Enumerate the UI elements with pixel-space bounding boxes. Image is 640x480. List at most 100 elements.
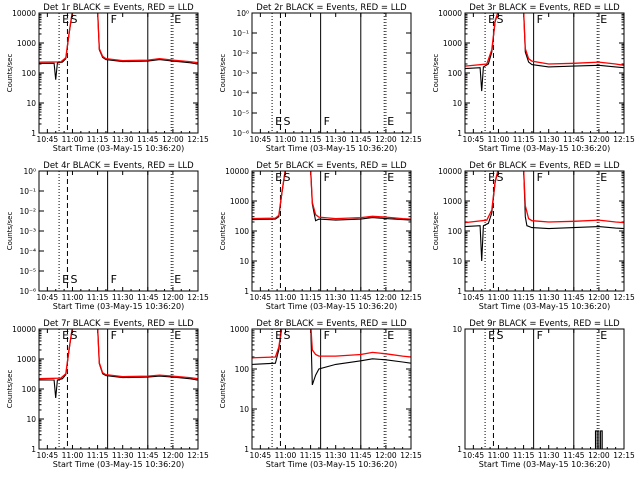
plot-title: Det 1r BLACK = Events, RED = LLD [43,3,194,13]
series-lld [465,13,624,67]
marker-label-f: F [324,329,330,342]
x-tick-label: 12:15 [187,293,209,302]
y-tick-label: 1000 [443,197,462,206]
y-tick-label: 10⁻⁴ [19,247,36,256]
plot-title: Det 4r BLACK = Events, RED = LLD [43,161,194,171]
event-markers [484,329,598,449]
plot-frame [251,170,412,292]
x-tick-label: 11:45 [137,451,159,460]
x-tick-label: 10:45 [250,451,272,460]
plot-title: Det 9r BLACK = Events, RED = LLD [469,319,620,329]
x-tick-label: 12:15 [613,451,635,460]
x-axis-label: Start Time (03-May-15 10:36:20) [479,144,610,153]
plot-det-5: Det 5r BLACK = Events, RED = LLD Counts/s… [219,161,422,311]
y-tick-label: 10⁻⁵ [19,267,36,276]
x-axis-label: Start Time (03-May-15 10:36:20) [53,460,184,469]
y-tick-label: 1000 [17,355,36,364]
y-tick-label: 10⁻³ [19,227,36,236]
y-tick-label: 1000 [443,39,462,48]
x-tick-label: 11:30 [325,451,347,460]
x-tick-label: 11:00 [488,135,510,144]
plot-det-2: Det 2r BLACK = Events, RED = LLD Counts/s… [219,3,422,153]
y-tick-label: 10⁰ [23,167,36,176]
plot-title: Det 8r BLACK = Events, RED = LLD [256,319,407,329]
marker-label-e: E [387,171,394,184]
y-tick-label: 1 [244,287,249,296]
y-tick-label: 10⁻¹ [19,187,36,196]
y-tick-label: 1 [457,129,462,138]
y-axis-label: Counts/sec [6,212,14,251]
y-tick-label: 1 [457,445,462,454]
y-tick-label: 10 [26,415,36,424]
x-tick-label: 12:00 [162,293,184,302]
y-tick-label: 100 [235,365,250,374]
marker-label-e: E [600,329,607,342]
plot-frame [38,170,199,292]
data-series [465,13,624,92]
y-tick-label: 100 [22,69,37,78]
x-tick-label: 11:45 [350,135,372,144]
y-tick-label: 10⁻³ [232,69,249,78]
y-tick-label: 10000 [438,9,462,18]
data-series [252,329,411,386]
y-tick-label: 10 [239,405,249,414]
x-tick-label: 11:30 [325,293,347,302]
x-tick-label: 11:00 [488,293,510,302]
y-axis-label: Counts/sec [219,212,227,251]
event-markers [58,171,172,291]
plot-det-7: Det 7r BLACK = Events, RED = LLD Counts/s… [6,319,209,469]
marker-label-e: E [62,13,69,26]
series-lld [252,329,411,359]
marker-label-e: E [62,273,69,286]
x-tick-label: 11:15 [87,293,109,302]
x-tick-label: 11:15 [300,293,322,302]
marker-label-s: S [70,13,77,26]
x-tick-label: 12:00 [588,451,610,460]
marker-label-e: E [275,115,282,128]
y-tick-label: 1 [244,445,249,454]
y-tick-label: 1000 [17,39,36,48]
x-tick-label: 11:15 [513,451,535,460]
plot-frame [251,328,412,450]
y-tick-label: 10 [26,99,36,108]
y-tick-label: 1 [457,287,462,296]
x-tick-label: 10:45 [463,293,485,302]
marker-label-e: E [488,171,495,184]
x-tick-label: 10:45 [37,451,59,460]
y-tick-label: 10⁻⁴ [232,89,249,98]
x-tick-label: 12:15 [613,293,635,302]
x-tick-label: 10:45 [463,451,485,460]
x-tick-label: 11:30 [538,293,560,302]
y-tick-label: 10000 [225,167,249,176]
x-tick-label: 11:45 [350,451,372,460]
x-tick-label: 11:30 [112,293,134,302]
x-tick-label: 11:15 [300,451,322,460]
plot-det-9: Det 9r BLACK = Events, RED = LLD Start Ti… [452,319,635,469]
x-tick-label: 11:30 [538,135,560,144]
plot-det-4: Det 4r BLACK = Events, RED = LLD Counts/s… [6,161,209,311]
y-tick-label: 100 [22,385,37,394]
marker-label-f: F [537,329,543,342]
x-tick-label: 12:15 [400,451,422,460]
y-tick-label: 10⁻⁶ [232,129,249,138]
marker-label-s: S [70,273,77,286]
x-tick-label: 11:30 [325,135,347,144]
plot-frame [38,328,199,450]
marker-label-e: E [600,13,607,26]
plot-frame [464,170,625,292]
x-axis-label: Start Time (03-May-15 10:36:20) [266,144,397,153]
plot-frame [38,12,199,134]
marker-label-s: S [70,329,77,342]
plot-frame [464,12,625,134]
marker-label-f: F [324,171,330,184]
plot-title: Det 7r BLACK = Events, RED = LLD [43,319,194,329]
x-tick-label: 10:45 [463,135,485,144]
marker-label-s: S [283,171,290,184]
series-events [594,430,603,449]
marker-label-f: F [111,13,117,26]
plot-title: Det 6r BLACK = Events, RED = LLD [469,161,620,171]
x-tick-label: 11:15 [300,135,322,144]
data-series [39,13,198,80]
x-tick-label: 12:00 [588,135,610,144]
